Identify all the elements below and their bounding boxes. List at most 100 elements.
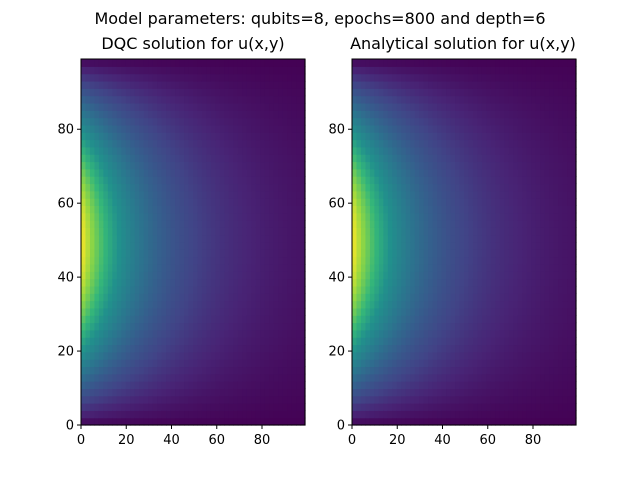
heatmap-cell bbox=[383, 66, 389, 75]
heatmap-cell bbox=[365, 102, 371, 111]
heatmap-cell bbox=[567, 278, 573, 287]
heatmap-cell bbox=[387, 190, 393, 199]
heatmap-cell bbox=[278, 198, 284, 206]
heatmap-cell bbox=[269, 256, 275, 265]
heatmap-cell bbox=[472, 154, 479, 163]
heatmap-cell bbox=[255, 351, 261, 360]
heatmap-cell bbox=[535, 139, 541, 148]
heatmap-cell bbox=[255, 256, 261, 265]
heatmap-cell bbox=[188, 110, 194, 119]
heatmap-cell bbox=[215, 417, 221, 426]
heatmap-cell bbox=[228, 176, 234, 185]
heatmap-cell bbox=[495, 307, 501, 316]
heatmap-cell bbox=[81, 212, 87, 221]
heatmap-cell bbox=[273, 102, 279, 111]
heatmap-cell bbox=[544, 80, 550, 89]
heatmap-cell bbox=[98, 278, 104, 287]
heatmap-cell bbox=[237, 95, 243, 104]
heatmap-cell bbox=[441, 124, 447, 133]
heatmap-cell bbox=[423, 190, 429, 199]
heatmap-cell bbox=[157, 366, 163, 375]
heatmap-cell bbox=[437, 95, 443, 104]
heatmap-cell bbox=[459, 161, 465, 170]
heatmap-cell bbox=[157, 95, 163, 104]
heatmap-cell bbox=[148, 198, 154, 206]
heatmap-cell bbox=[481, 322, 487, 331]
heatmap-cell bbox=[352, 154, 358, 163]
heatmap-cell bbox=[477, 359, 483, 368]
heatmap-cell bbox=[428, 95, 434, 104]
heatmap-cell bbox=[535, 234, 541, 243]
heatmap-cell bbox=[219, 154, 225, 163]
heatmap-cell bbox=[450, 146, 456, 155]
heatmap-cell bbox=[549, 337, 555, 346]
heatmap-cell bbox=[139, 388, 145, 397]
heatmap-cell bbox=[464, 403, 470, 411]
heatmap-cell bbox=[365, 146, 371, 155]
heatmap-cell bbox=[544, 351, 550, 360]
heatmap-cell bbox=[215, 205, 221, 214]
heatmap-cell bbox=[495, 212, 501, 221]
heatmap-cell bbox=[161, 220, 167, 228]
heatmap-cell bbox=[296, 190, 302, 199]
heatmap-cell bbox=[210, 73, 216, 82]
subplot-dqc-heatmap bbox=[81, 59, 306, 426]
heatmap-cell bbox=[269, 351, 275, 360]
heatmap-cell bbox=[428, 220, 434, 228]
heatmap-cell bbox=[197, 88, 203, 97]
heatmap-cell bbox=[237, 59, 243, 67]
heatmap-cell bbox=[508, 154, 514, 163]
heatmap-cell bbox=[233, 410, 239, 419]
heatmap-cell bbox=[360, 395, 367, 404]
heatmap-cell bbox=[193, 242, 199, 250]
heatmap-cell bbox=[264, 198, 270, 206]
heatmap-cell bbox=[526, 88, 532, 97]
heatmap-cell bbox=[396, 198, 402, 206]
heatmap-cell bbox=[206, 234, 212, 243]
heatmap-cell bbox=[562, 80, 568, 89]
heatmap-cell bbox=[170, 66, 176, 75]
heatmap-cell bbox=[464, 117, 470, 126]
heatmap-cell bbox=[437, 227, 443, 236]
heatmap-cell bbox=[237, 249, 243, 258]
heatmap-cell bbox=[410, 403, 416, 411]
heatmap-cell bbox=[558, 351, 564, 360]
heatmap-cell bbox=[242, 161, 248, 170]
heatmap-cell bbox=[219, 300, 225, 309]
heatmap-cell bbox=[356, 190, 362, 199]
heatmap-cell bbox=[121, 388, 127, 397]
heatmap-cell bbox=[495, 417, 501, 426]
heatmap-cell bbox=[464, 183, 470, 192]
heatmap-cell bbox=[282, 205, 288, 214]
heatmap-cell bbox=[428, 278, 434, 287]
heatmap-cell bbox=[237, 366, 243, 375]
heatmap-cell bbox=[360, 285, 367, 294]
heatmap-cell bbox=[287, 351, 293, 360]
heatmap-cell bbox=[125, 256, 131, 265]
heatmap-cell bbox=[228, 190, 234, 199]
heatmap-cell bbox=[562, 410, 568, 419]
heatmap-cell bbox=[112, 146, 118, 155]
heatmap-cell bbox=[125, 293, 131, 302]
heatmap-cell bbox=[526, 381, 532, 389]
heatmap-cell bbox=[410, 66, 416, 75]
heatmap-cell bbox=[98, 190, 104, 199]
heatmap-cell bbox=[396, 212, 402, 221]
heatmap-cell bbox=[107, 315, 113, 324]
heatmap-cell bbox=[287, 220, 293, 228]
heatmap-cell bbox=[549, 198, 555, 206]
heatmap-cell bbox=[206, 161, 212, 170]
heatmap-cell bbox=[544, 242, 550, 250]
heatmap-cell bbox=[121, 366, 127, 375]
heatmap-cell bbox=[410, 88, 416, 97]
heatmap-cell bbox=[188, 161, 194, 170]
heatmap-cell bbox=[152, 88, 158, 97]
heatmap-cell bbox=[369, 190, 375, 199]
heatmap-cell bbox=[98, 271, 104, 280]
heatmap-cell bbox=[233, 95, 239, 104]
heatmap-cell bbox=[237, 381, 243, 389]
heatmap-cell bbox=[441, 161, 447, 170]
heatmap-cell bbox=[446, 329, 452, 338]
heatmap-cell bbox=[360, 146, 367, 155]
heatmap-cell bbox=[508, 300, 514, 309]
